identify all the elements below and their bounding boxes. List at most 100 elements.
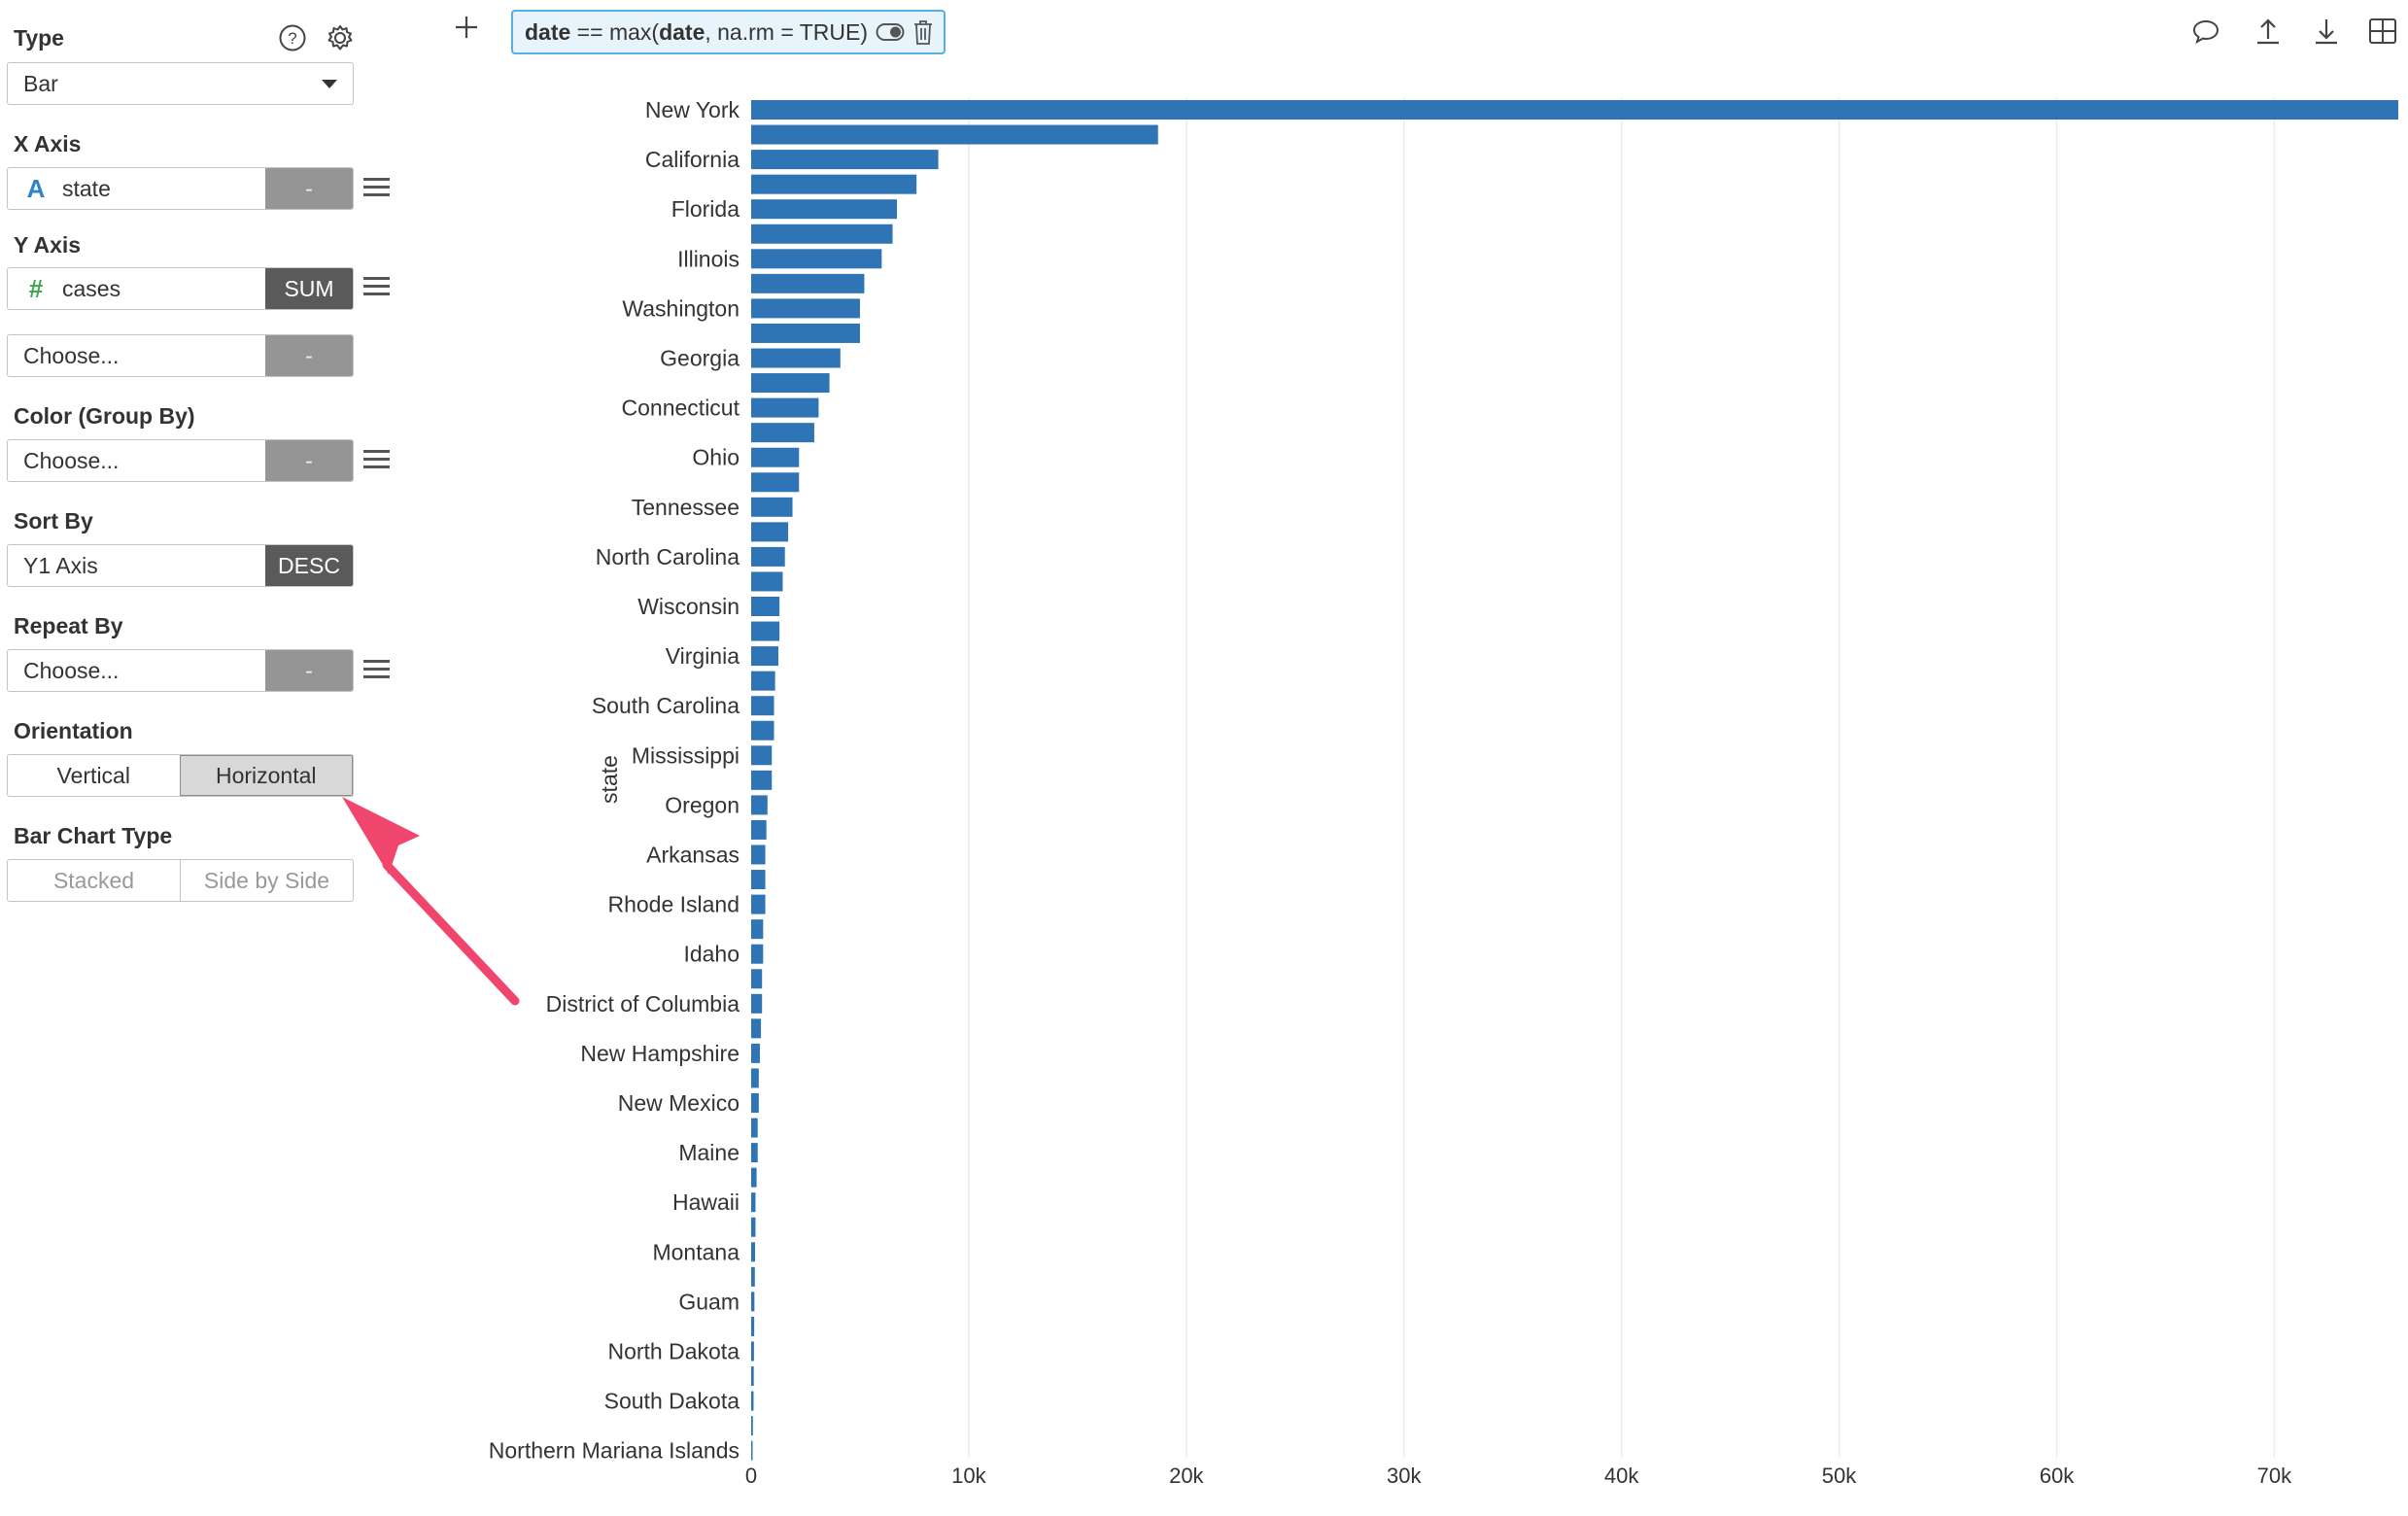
chart-bar[interactable]: [751, 993, 763, 1014]
chart-bar[interactable]: [751, 770, 773, 790]
chart-bar[interactable]: [751, 1093, 759, 1113]
chart-bar[interactable]: [751, 472, 800, 493]
chart-bar[interactable]: [751, 1043, 760, 1063]
y-axis-field[interactable]: # cases: [8, 268, 265, 309]
gear-icon[interactable]: [326, 23, 355, 52]
chart-category-labels: New York California Florida Illinois Washing…: [489, 97, 740, 1464]
chart-bar[interactable]: [751, 249, 882, 269]
chart-bar[interactable]: [751, 100, 2398, 120]
trash-icon[interactable]: [912, 18, 934, 46]
chart-bar[interactable]: [751, 497, 793, 517]
chart-bar[interactable]: [751, 1118, 758, 1138]
x-axis-field[interactable]: A state: [8, 168, 265, 209]
bar-type-stacked-button[interactable]: Stacked: [52, 867, 135, 893]
sort-by-select[interactable]: Y1 Axis DESC: [7, 544, 354, 587]
chart-bar[interactable]: [751, 1316, 755, 1336]
chart-bar[interactable]: [751, 199, 898, 220]
orientation-horizontal-button[interactable]: Horizontal: [179, 755, 353, 796]
chart-bar[interactable]: [751, 1416, 753, 1436]
chart-bar[interactable]: [751, 323, 860, 343]
chart-bar[interactable]: [751, 621, 780, 641]
y-axis-menu-icon[interactable]: [363, 277, 390, 296]
chart-bar[interactable]: [751, 522, 789, 542]
x-axis-aggregation-button[interactable]: -: [265, 168, 353, 209]
chart-bar[interactable]: [751, 919, 764, 940]
chart-bar[interactable]: [751, 1266, 755, 1287]
chart-bar[interactable]: [751, 597, 780, 616]
chart-bar[interactable]: [751, 273, 865, 293]
chart-bar[interactable]: [751, 1242, 756, 1262]
chart-bar[interactable]: [751, 1143, 758, 1163]
upload-icon[interactable]: [2253, 16, 2284, 47]
chart-bar[interactable]: [751, 1018, 762, 1039]
chart-bar[interactable]: [751, 720, 774, 741]
chart-bar[interactable]: [751, 844, 766, 865]
sort-by-value[interactable]: Y1 Axis: [23, 552, 98, 578]
chart-bar[interactable]: [751, 373, 830, 394]
grid-layout-icon[interactable]: [2367, 16, 2398, 47]
chart-bar[interactable]: [751, 671, 775, 691]
chart-bar[interactable]: [751, 1068, 759, 1088]
chart-bar[interactable]: [751, 819, 767, 840]
y-axis-title: state: [597, 755, 622, 804]
filter-chip[interactable]: date == max(date, na.rm = TRUE): [511, 10, 946, 54]
chart-bar[interactable]: [751, 1440, 753, 1461]
chart-bar[interactable]: [751, 646, 778, 667]
bar-type-side-by-side-button[interactable]: Side by Side: [180, 860, 353, 901]
chart-bar[interactable]: [751, 1391, 754, 1411]
y-axis-aggregation-button[interactable]: SUM: [265, 268, 353, 309]
chart-bar[interactable]: [751, 1192, 756, 1213]
chart-bar[interactable]: [751, 1217, 756, 1237]
chart-gridlines: [968, 97, 2276, 1458]
toggle-icon[interactable]: [876, 21, 905, 43]
chart-bar[interactable]: [751, 894, 766, 914]
chart-bar[interactable]: [751, 298, 860, 319]
chart-bar[interactable]: [751, 571, 783, 592]
color-aggregation-button[interactable]: -: [265, 440, 353, 481]
chart-bar[interactable]: [751, 944, 764, 964]
comment-icon[interactable]: [2190, 16, 2221, 47]
sort-direction-button[interactable]: DESC: [265, 545, 353, 586]
x-axis-column-select[interactable]: A state -: [7, 167, 354, 210]
chart-bar[interactable]: [751, 546, 785, 567]
orientation-vertical-button[interactable]: Vertical: [56, 762, 130, 788]
repeat-by-select[interactable]: Choose... -: [7, 649, 354, 692]
chart-bar[interactable]: [751, 447, 800, 467]
chart-bar[interactable]: [751, 1341, 754, 1361]
chart-bar[interactable]: [751, 348, 841, 368]
y-axis-column-select[interactable]: # cases SUM: [7, 267, 354, 310]
chart-bar[interactable]: [751, 124, 1158, 145]
download-icon[interactable]: [2311, 16, 2342, 47]
chart-bar[interactable]: [751, 397, 819, 418]
chart-bar[interactable]: [751, 696, 774, 716]
chart-bar[interactable]: [751, 1292, 755, 1312]
chart-type-value[interactable]: Bar: [8, 63, 353, 104]
chart-bar[interactable]: [751, 1366, 754, 1387]
chart-bar[interactable]: [751, 423, 814, 443]
plus-icon[interactable]: [453, 14, 480, 41]
chart-type-text: Bar: [23, 70, 58, 96]
chart-type-select[interactable]: Bar: [7, 62, 354, 105]
color-placeholder[interactable]: Choose...: [23, 447, 120, 473]
repeat-by-aggregation-button[interactable]: -: [265, 650, 353, 691]
y2-axis-column-select[interactable]: Choose... -: [7, 334, 354, 377]
chart-bar[interactable]: [751, 224, 893, 244]
chart-bar[interactable]: [751, 174, 917, 194]
y2-axis-placeholder[interactable]: Choose...: [23, 342, 120, 368]
chart-bar[interactable]: [751, 870, 766, 890]
x-axis-label: X Axis: [14, 131, 82, 156]
chart-bar[interactable]: [751, 1167, 757, 1188]
color-column-select[interactable]: Choose... -: [7, 439, 354, 482]
chart-bar[interactable]: [751, 969, 763, 989]
help-icon[interactable]: ?: [278, 23, 307, 52]
color-menu-icon[interactable]: [363, 450, 390, 469]
chart-bar[interactable]: [751, 150, 939, 170]
annotation-arrow-icon: [342, 797, 520, 1006]
repeat-by-menu-icon[interactable]: [363, 660, 390, 679]
chart-bar[interactable]: [751, 795, 768, 815]
repeat-by-placeholder[interactable]: Choose...: [23, 657, 120, 683]
chart-bar[interactable]: [751, 745, 773, 766]
y2-axis-aggregation-button[interactable]: -: [265, 335, 353, 376]
x-axis-menu-icon[interactable]: [363, 178, 390, 197]
